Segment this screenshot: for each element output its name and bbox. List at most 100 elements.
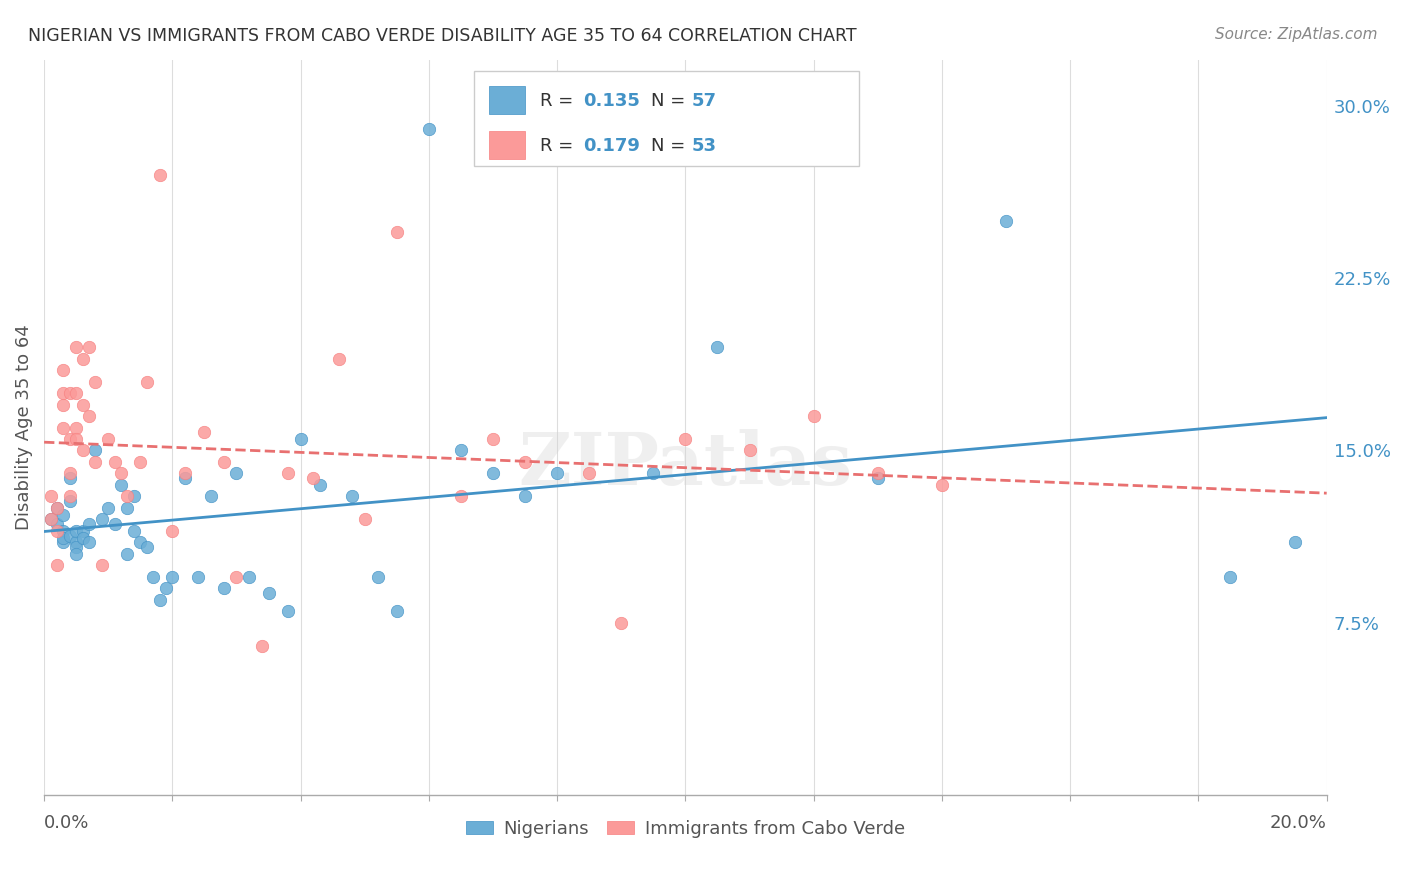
FancyBboxPatch shape (489, 87, 524, 114)
Point (65, 535, 87, 549)
Point (72, 443, 94, 458)
Point (277, 604, 299, 618)
Point (135, 375, 157, 389)
Point (290, 432, 312, 446)
Point (187, 570, 209, 584)
Point (155, 582, 177, 596)
Point (340, 490, 363, 504)
Point (45, 558, 67, 573)
Text: 20.0%: 20.0% (1270, 814, 1327, 832)
Point (72, 397, 94, 411)
Point (193, 425, 215, 439)
Text: N =: N = (651, 92, 690, 110)
Point (52, 386, 75, 401)
Text: ZIPatlas: ZIPatlas (519, 429, 852, 500)
Text: 0.179: 0.179 (583, 137, 640, 155)
Point (174, 467, 197, 481)
Point (513, 490, 536, 504)
Point (482, 432, 505, 446)
Point (367, 570, 389, 584)
Point (72, 531, 94, 545)
Point (129, 455, 152, 469)
Point (174, 471, 197, 485)
Point (706, 340, 728, 354)
Point (328, 351, 350, 366)
Y-axis label: Disability Age 35 to 64: Disability Age 35 to 64 (15, 325, 32, 531)
Point (418, 121, 440, 136)
Point (200, 490, 222, 504)
Point (110, 467, 132, 481)
Point (97, 500, 120, 515)
Point (110, 478, 132, 492)
Point (65, 340, 87, 354)
Point (931, 478, 953, 492)
Point (65, 420, 87, 434)
Point (52, 363, 75, 377)
Point (77, 535, 100, 549)
Point (148, 593, 170, 607)
Point (65, 547, 87, 561)
Point (212, 582, 235, 596)
Point (450, 490, 472, 504)
Point (513, 455, 536, 469)
Point (353, 512, 375, 526)
Text: 0.135: 0.135 (583, 92, 640, 110)
Point (97, 432, 120, 446)
Point (90, 558, 112, 573)
FancyBboxPatch shape (489, 131, 524, 160)
Point (212, 455, 235, 469)
Point (52, 508, 75, 522)
Point (52, 535, 75, 549)
Text: R =: R = (540, 137, 579, 155)
Point (546, 467, 568, 481)
Point (65, 386, 87, 401)
Point (45, 524, 67, 538)
Point (803, 409, 825, 423)
Point (59, 471, 82, 485)
Point (738, 443, 761, 458)
Point (302, 471, 325, 485)
Point (122, 490, 145, 504)
Point (117, 500, 139, 515)
Point (52, 397, 75, 411)
Point (450, 443, 472, 458)
Point (129, 535, 152, 549)
Point (122, 524, 145, 538)
Point (45, 517, 67, 532)
Point (52, 531, 75, 545)
Point (225, 467, 247, 481)
Point (385, 225, 408, 239)
Point (45, 500, 67, 515)
Point (84, 443, 107, 458)
Text: 53: 53 (692, 137, 717, 155)
Point (59, 432, 82, 446)
Point (77, 409, 100, 423)
Text: R =: R = (540, 92, 579, 110)
Point (673, 432, 696, 446)
Point (142, 570, 165, 584)
Point (45, 500, 67, 515)
Point (59, 490, 82, 504)
Point (84, 455, 107, 469)
Point (238, 570, 260, 584)
Point (72, 524, 94, 538)
FancyBboxPatch shape (474, 70, 859, 166)
Point (90, 512, 112, 526)
Text: 57: 57 (692, 92, 717, 110)
Point (643, 467, 665, 481)
Point (77, 517, 100, 532)
Point (578, 467, 600, 481)
Legend: Nigerians, Immigrants from Cabo Verde: Nigerians, Immigrants from Cabo Verde (458, 813, 912, 846)
Point (59, 467, 82, 481)
Point (117, 490, 139, 504)
Point (225, 570, 247, 584)
Point (995, 213, 1018, 227)
Point (610, 615, 633, 630)
Point (250, 639, 273, 653)
Text: 0.0%: 0.0% (44, 814, 90, 832)
Text: NIGERIAN VS IMMIGRANTS FROM CABO VERDE DISABILITY AGE 35 TO 64 CORRELATION CHART: NIGERIAN VS IMMIGRANTS FROM CABO VERDE D… (28, 27, 856, 45)
Point (39, 490, 62, 504)
Point (148, 168, 170, 182)
Point (84, 375, 107, 389)
Point (482, 467, 505, 481)
